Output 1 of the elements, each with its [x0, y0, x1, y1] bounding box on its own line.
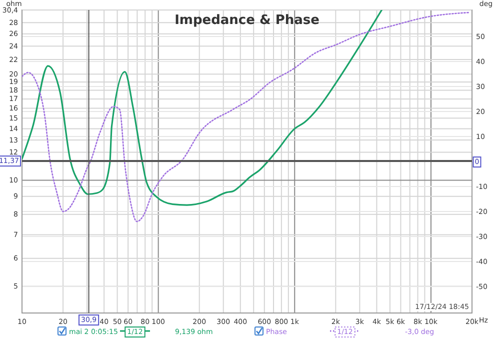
- chart-title: Impedance & Phase: [174, 13, 320, 28]
